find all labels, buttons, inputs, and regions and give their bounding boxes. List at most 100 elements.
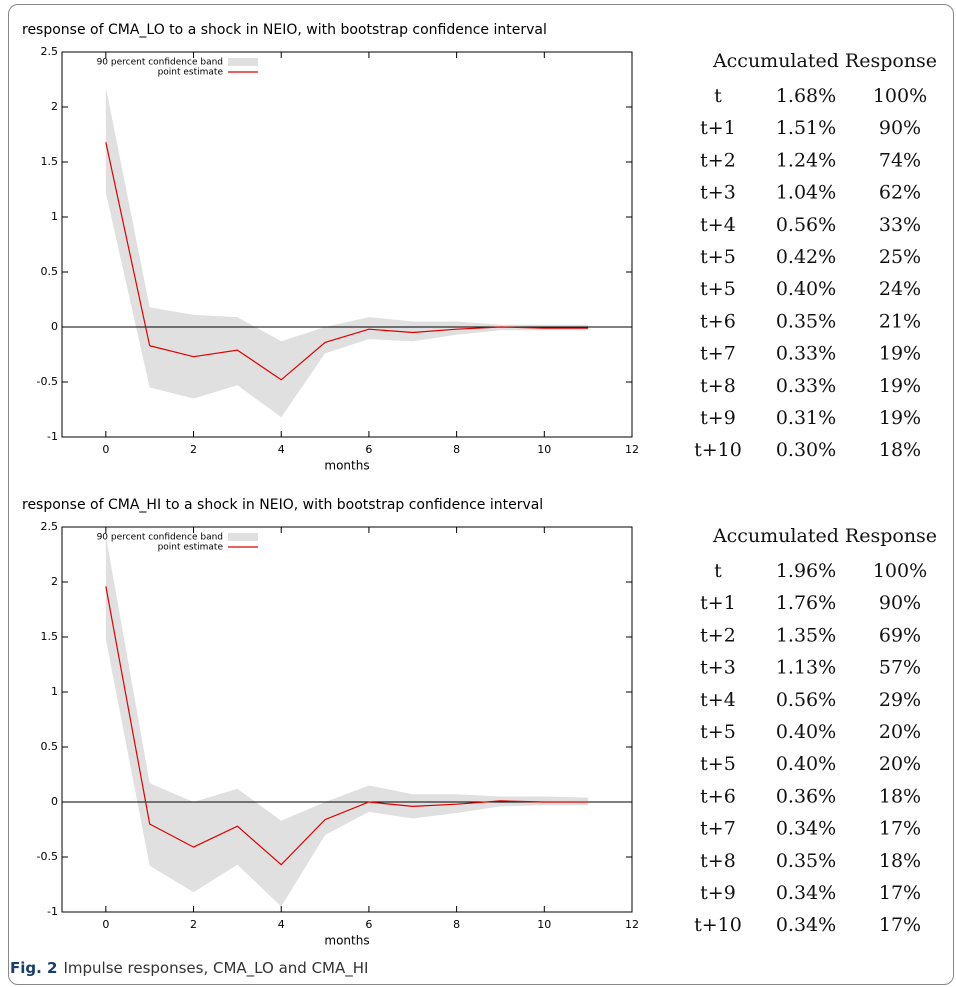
y-tick-label: 2 [51, 100, 58, 113]
y-tick-label: 2 [51, 575, 58, 588]
table-cell: 69% [879, 624, 921, 646]
table-cell: 17% [879, 914, 921, 936]
y-tick-label: 2.5 [41, 520, 59, 533]
y-tick-label: 0 [51, 320, 58, 333]
table-cell: t+4 [700, 214, 736, 236]
caption: Fig. 2 Impulse responses, CMA_LO and CMA_… [10, 959, 368, 978]
table-cell: 19% [879, 407, 921, 429]
table-cell: 1.68% [776, 85, 836, 107]
table-cell: 0.34% [776, 882, 836, 904]
x-axis-label: months [324, 459, 369, 473]
table-cell: 1.13% [776, 657, 836, 679]
table-cell: 0.31% [776, 407, 836, 429]
table-cell: 0.40% [776, 278, 836, 300]
table-cell: 1.24% [776, 149, 836, 171]
table-cell: 100% [873, 560, 927, 582]
table-cell: 21% [879, 310, 921, 332]
table-cell: 20% [879, 721, 921, 743]
table-cell: t+5 [700, 246, 736, 268]
table-cell: 17% [879, 818, 921, 840]
table-cell: 90% [879, 117, 921, 139]
table-cell: 18% [879, 850, 921, 872]
x-axis-label: months [324, 934, 369, 948]
table-cell: t+4 [700, 689, 736, 711]
table-cell: 1.35% [776, 624, 836, 646]
table-cell: 0.36% [776, 785, 836, 807]
table-cell: 19% [879, 343, 921, 365]
table-cell: 17% [879, 882, 921, 904]
table-cell: 18% [879, 785, 921, 807]
table-cell: 0.30% [776, 439, 836, 461]
y-tick-label: -0.5 [37, 375, 58, 388]
table-cell: 0.40% [776, 721, 836, 743]
table-cell: 100% [873, 85, 927, 107]
table-cell: t+10 [694, 439, 742, 461]
table-header: Accumulated Response [712, 50, 937, 72]
x-tick-label: 4 [278, 443, 285, 456]
table-cell: 1.04% [776, 182, 836, 204]
y-tick-label: -1 [47, 905, 58, 918]
table-cell: 0.40% [776, 753, 836, 775]
y-tick-label: 1.5 [41, 155, 59, 168]
table-cell: 0.56% [776, 214, 836, 236]
table-cell: t+6 [700, 785, 736, 807]
x-tick-label: 8 [453, 443, 460, 456]
y-tick-label: 0.5 [41, 265, 59, 278]
x-tick-label: 2 [190, 443, 197, 456]
table-cell: 90% [879, 592, 921, 614]
table-cell: t+8 [700, 375, 736, 397]
table-cell: 1.76% [776, 592, 836, 614]
y-tick-label: 2.5 [41, 45, 59, 58]
response-table: Accumulated Response t 1.96% 100% t+1 1.76% 90… [694, 525, 937, 936]
plot-border [61, 526, 633, 913]
response-table: Accumulated Response t 1.68% 100% t+1 1.51% 90… [694, 50, 937, 461]
x-tick-label: 2 [190, 918, 197, 931]
y-tick-label: 0 [51, 795, 58, 808]
table-cell: 0.34% [776, 914, 836, 936]
table-cell: 24% [879, 278, 921, 300]
legend-label: point estimate [158, 543, 224, 553]
chart-title: response of CMA_LO to a shock in NEIO, w… [22, 22, 547, 38]
table-cell: t+5 [700, 721, 736, 743]
table-cell: t+3 [700, 182, 736, 204]
x-tick-label: 10 [537, 918, 551, 931]
table-cell: t+2 [700, 149, 736, 171]
x-tick-label: 4 [278, 918, 285, 931]
table-cell: t+7 [700, 818, 736, 840]
table-cell: 25% [879, 246, 921, 268]
legend-swatch [228, 58, 258, 66]
x-tick-label: 0 [102, 918, 109, 931]
y-tick-label: -1 [47, 430, 58, 443]
table-cell: 18% [879, 439, 921, 461]
table-cell: t+3 [700, 657, 736, 679]
table-cell: t+5 [700, 753, 736, 775]
table-cell: 0.35% [776, 310, 836, 332]
table-cell: t+9 [700, 882, 736, 904]
table-cell: t+1 [700, 117, 736, 139]
table-cell: t+2 [700, 624, 736, 646]
figure-frame [8, 4, 954, 985]
table-cell: 19% [879, 375, 921, 397]
table-cell: t [714, 85, 722, 107]
confidence-band [105, 87, 589, 418]
x-tick-label: 8 [453, 918, 460, 931]
legend-label: 90 percent confidence band [97, 58, 223, 68]
x-tick-label: 0 [102, 443, 109, 456]
table-cell: t+9 [700, 407, 736, 429]
point-estimate-line [105, 142, 589, 381]
y-tick-label: 1.5 [41, 630, 59, 643]
y-tick-label: 1 [51, 210, 58, 223]
table-cell: t+8 [700, 850, 736, 872]
x-tick-label: 12 [625, 918, 639, 931]
y-tick-label: 1 [51, 685, 58, 698]
table-cell: 0.34% [776, 818, 836, 840]
confidence-band [105, 535, 589, 907]
table-cell: t+1 [700, 592, 736, 614]
legend-label: point estimate [158, 68, 224, 78]
x-tick-label: 10 [537, 443, 551, 456]
table-cell: 0.33% [776, 343, 836, 365]
y-tick-label: 0.5 [41, 740, 59, 753]
point-estimate-line [105, 586, 589, 866]
x-tick-label: 6 [365, 918, 372, 931]
